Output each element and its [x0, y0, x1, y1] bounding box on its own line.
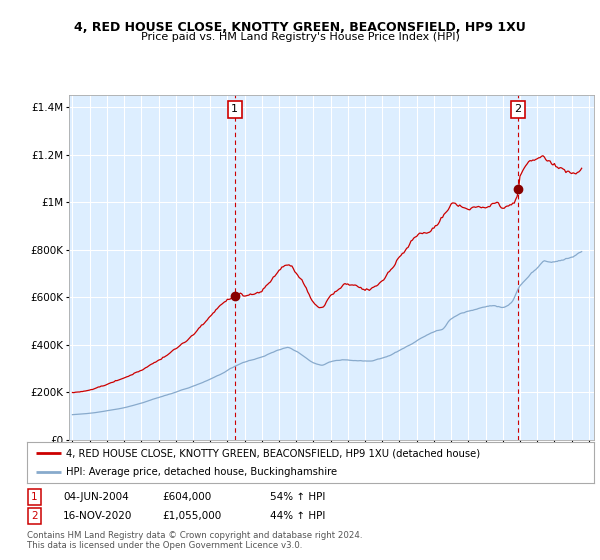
Text: 4, RED HOUSE CLOSE, KNOTTY GREEN, BEACONSFIELD, HP9 1XU (detached house): 4, RED HOUSE CLOSE, KNOTTY GREEN, BEACON… — [65, 449, 479, 459]
Text: 2: 2 — [31, 511, 38, 521]
Text: £604,000: £604,000 — [162, 492, 211, 502]
Text: Contains HM Land Registry data © Crown copyright and database right 2024.
This d: Contains HM Land Registry data © Crown c… — [27, 531, 362, 550]
Text: 44% ↑ HPI: 44% ↑ HPI — [270, 511, 325, 521]
Text: 2: 2 — [514, 105, 521, 114]
Text: 1: 1 — [231, 105, 238, 114]
Text: 4, RED HOUSE CLOSE, KNOTTY GREEN, BEACONSFIELD, HP9 1XU: 4, RED HOUSE CLOSE, KNOTTY GREEN, BEACON… — [74, 21, 526, 34]
Text: 1: 1 — [31, 492, 38, 502]
Text: Price paid vs. HM Land Registry's House Price Index (HPI): Price paid vs. HM Land Registry's House … — [140, 32, 460, 43]
Text: HPI: Average price, detached house, Buckinghamshire: HPI: Average price, detached house, Buck… — [65, 467, 337, 477]
Text: 54% ↑ HPI: 54% ↑ HPI — [270, 492, 325, 502]
Text: 04-JUN-2004: 04-JUN-2004 — [63, 492, 129, 502]
Text: 16-NOV-2020: 16-NOV-2020 — [63, 511, 133, 521]
Text: £1,055,000: £1,055,000 — [162, 511, 221, 521]
